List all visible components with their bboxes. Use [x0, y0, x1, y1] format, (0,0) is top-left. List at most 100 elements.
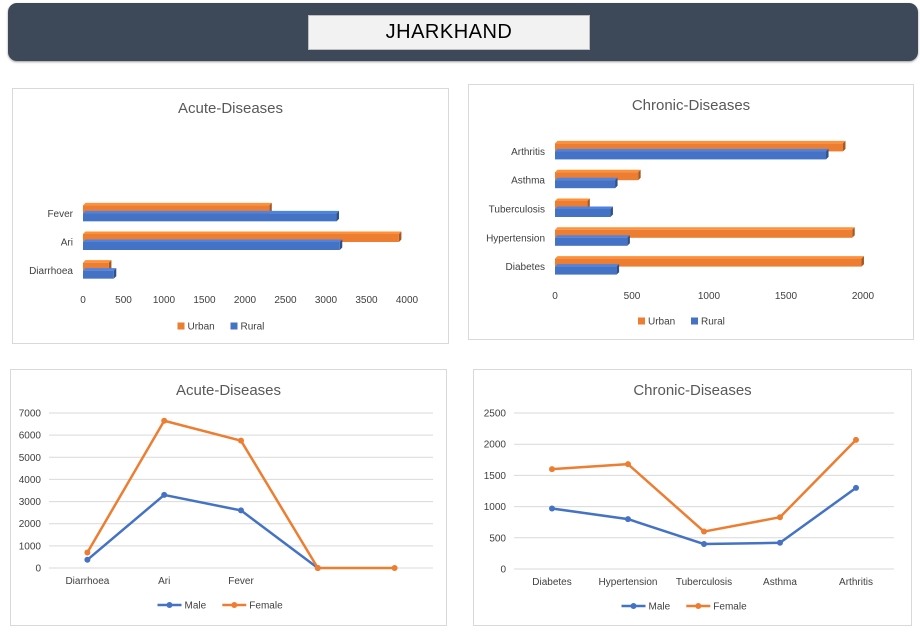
y-tick-label: 2500 [484, 409, 507, 420]
bar-side-tuberculosis-urban [587, 198, 590, 209]
x-tick-label: 3000 [315, 295, 338, 306]
bar-top-diarrhoea-rural [83, 268, 117, 271]
x-tick-label: 500 [624, 291, 641, 302]
bar-top-arthritis-urban [555, 140, 846, 144]
x-tick-label: 1500 [193, 295, 216, 306]
x-tick-label: 3500 [355, 295, 378, 306]
bar-fever-rural [83, 213, 337, 222]
bar-top-tuberculosis-rural [555, 206, 613, 209]
legend-marker-male [166, 602, 173, 608]
y-tick-label: 4000 [19, 475, 42, 486]
bar-top-diarrhoea-urban [83, 260, 112, 263]
legend-label-urban: Urban [188, 322, 215, 333]
legend-label-female: Female [249, 601, 283, 612]
y-tick-label: 500 [489, 533, 506, 544]
x-tick-label: 2000 [234, 295, 257, 306]
bar-side-asthma-rural [615, 177, 618, 189]
bar-asthma-urban [555, 172, 639, 181]
point-male-4 [853, 484, 859, 491]
bar-side-diabetes-urban [861, 256, 864, 267]
x-tick-label: 0 [552, 291, 558, 302]
y-tick-label: 2000 [484, 440, 507, 451]
bar-top-hypertension-rural [555, 235, 630, 238]
acute-line-chart: Acute-Diseases 0 1000 2000 3000 4000 5000 6000 7… [10, 369, 447, 626]
bar-side-arthritis-urban [842, 140, 846, 152]
chronic-bar-chart: Chronic-Diseases 0 500 1000 1500 2000 Arthriti… [468, 84, 914, 340]
point-female-1 [161, 417, 168, 424]
bar-diabetes-rural [555, 266, 617, 275]
x-category-label: Hypertension [599, 577, 658, 588]
y-category-label: Ari [61, 238, 73, 249]
x-category-label: Fever [228, 576, 254, 587]
bar-diabetes-urban [555, 258, 862, 267]
bar-tuberculosis-urban [555, 201, 588, 209]
header-banner: JHARKHAND [8, 3, 918, 61]
chart-title: Acute-Diseases [178, 100, 283, 117]
acute-bar-chart-svg: Acute-Diseases 0 500 1000 1500 2000 2500 3000 35… [29, 100, 418, 333]
legend-marker-female [231, 602, 238, 608]
y-tick-label: 1000 [19, 541, 42, 552]
y-tick-label: 5000 [19, 453, 42, 464]
legend-marker-female [695, 603, 702, 609]
point-female-4 [391, 565, 398, 571]
x-tick-label: 1000 [698, 291, 721, 302]
x-tick-label: 500 [115, 295, 132, 306]
bar-ari-rural [83, 242, 340, 250]
y-tick-label: 6000 [19, 431, 42, 442]
bar-top-diabetes-urban [555, 256, 864, 259]
bar-arthritis-rural [555, 151, 827, 160]
legend-label-urban: Urban [648, 317, 675, 328]
point-female-0 [549, 466, 555, 473]
bar-top-ari-urban [83, 231, 402, 234]
point-female-1 [625, 461, 631, 468]
legend-marker-male [630, 603, 637, 609]
y-category-label: Diabetes [506, 262, 545, 273]
series-line-male [551, 486, 857, 546]
bar-side-hypertension-rural [627, 235, 630, 246]
y-tick-label: 2000 [19, 519, 42, 530]
point-male-2 [238, 507, 244, 514]
legend-label-male: Male [649, 602, 671, 613]
bar-top-asthma-urban [555, 169, 641, 173]
point-female-3 [777, 514, 783, 521]
bar-top-asthma-rural [555, 177, 618, 181]
point-female-2 [238, 437, 244, 444]
bar-top-tuberculosis-urban [555, 198, 590, 201]
x-category-label: Asthma [763, 577, 797, 588]
bar-diarrhoea-rural [83, 270, 114, 279]
point-male-0 [84, 556, 91, 563]
y-category-label: Hypertension [486, 233, 545, 244]
x-tick-label: 2500 [274, 295, 297, 306]
y-tick-label: 1500 [484, 471, 507, 482]
chronic-line-chart-svg: Chronic-Diseases 0 500 1000 1500 2000 2500 Diab… [484, 382, 894, 613]
bar-tuberculosis-rural [555, 209, 611, 217]
legend-label-male: Male [185, 601, 207, 612]
chart-title: Chronic-Diseases [632, 97, 750, 114]
legend-swatch-rural [230, 322, 238, 330]
bar-side-tuberculosis-rural [610, 206, 613, 217]
bar-top-fever-rural [83, 210, 340, 214]
point-female-4 [853, 436, 859, 443]
bar-top-hypertension-urban [555, 227, 855, 230]
bar-side-ari-urban [398, 231, 402, 242]
bar-top-arthritis-rural [555, 148, 829, 152]
chart-title: Acute-Diseases [176, 382, 281, 399]
x-tick-label: 1000 [153, 295, 176, 306]
x-category-label: Ari [158, 576, 170, 587]
point-female-0 [84, 549, 91, 556]
chart-title: Chronic-Diseases [633, 382, 751, 399]
x-category-label: Arthritis [839, 577, 873, 588]
y-tick-label: 3000 [19, 497, 42, 508]
bar-arthritis-urban [555, 143, 843, 152]
bar-fever-urban [83, 205, 270, 214]
bar-side-diarrhoea-urban [108, 260, 112, 271]
y-category-label: Fever [47, 209, 73, 220]
bar-hypertension-urban [555, 229, 853, 238]
page-title: JHARKHAND [308, 15, 590, 50]
y-tick-label: 0 [500, 565, 506, 576]
bar-top-diabetes-rural [555, 264, 620, 267]
y-tick-label: 0 [35, 564, 41, 575]
bar-diarrhoea-urban [83, 262, 109, 271]
x-category-label: Diabetes [532, 577, 571, 588]
legend-swatch-urban [638, 317, 645, 325]
